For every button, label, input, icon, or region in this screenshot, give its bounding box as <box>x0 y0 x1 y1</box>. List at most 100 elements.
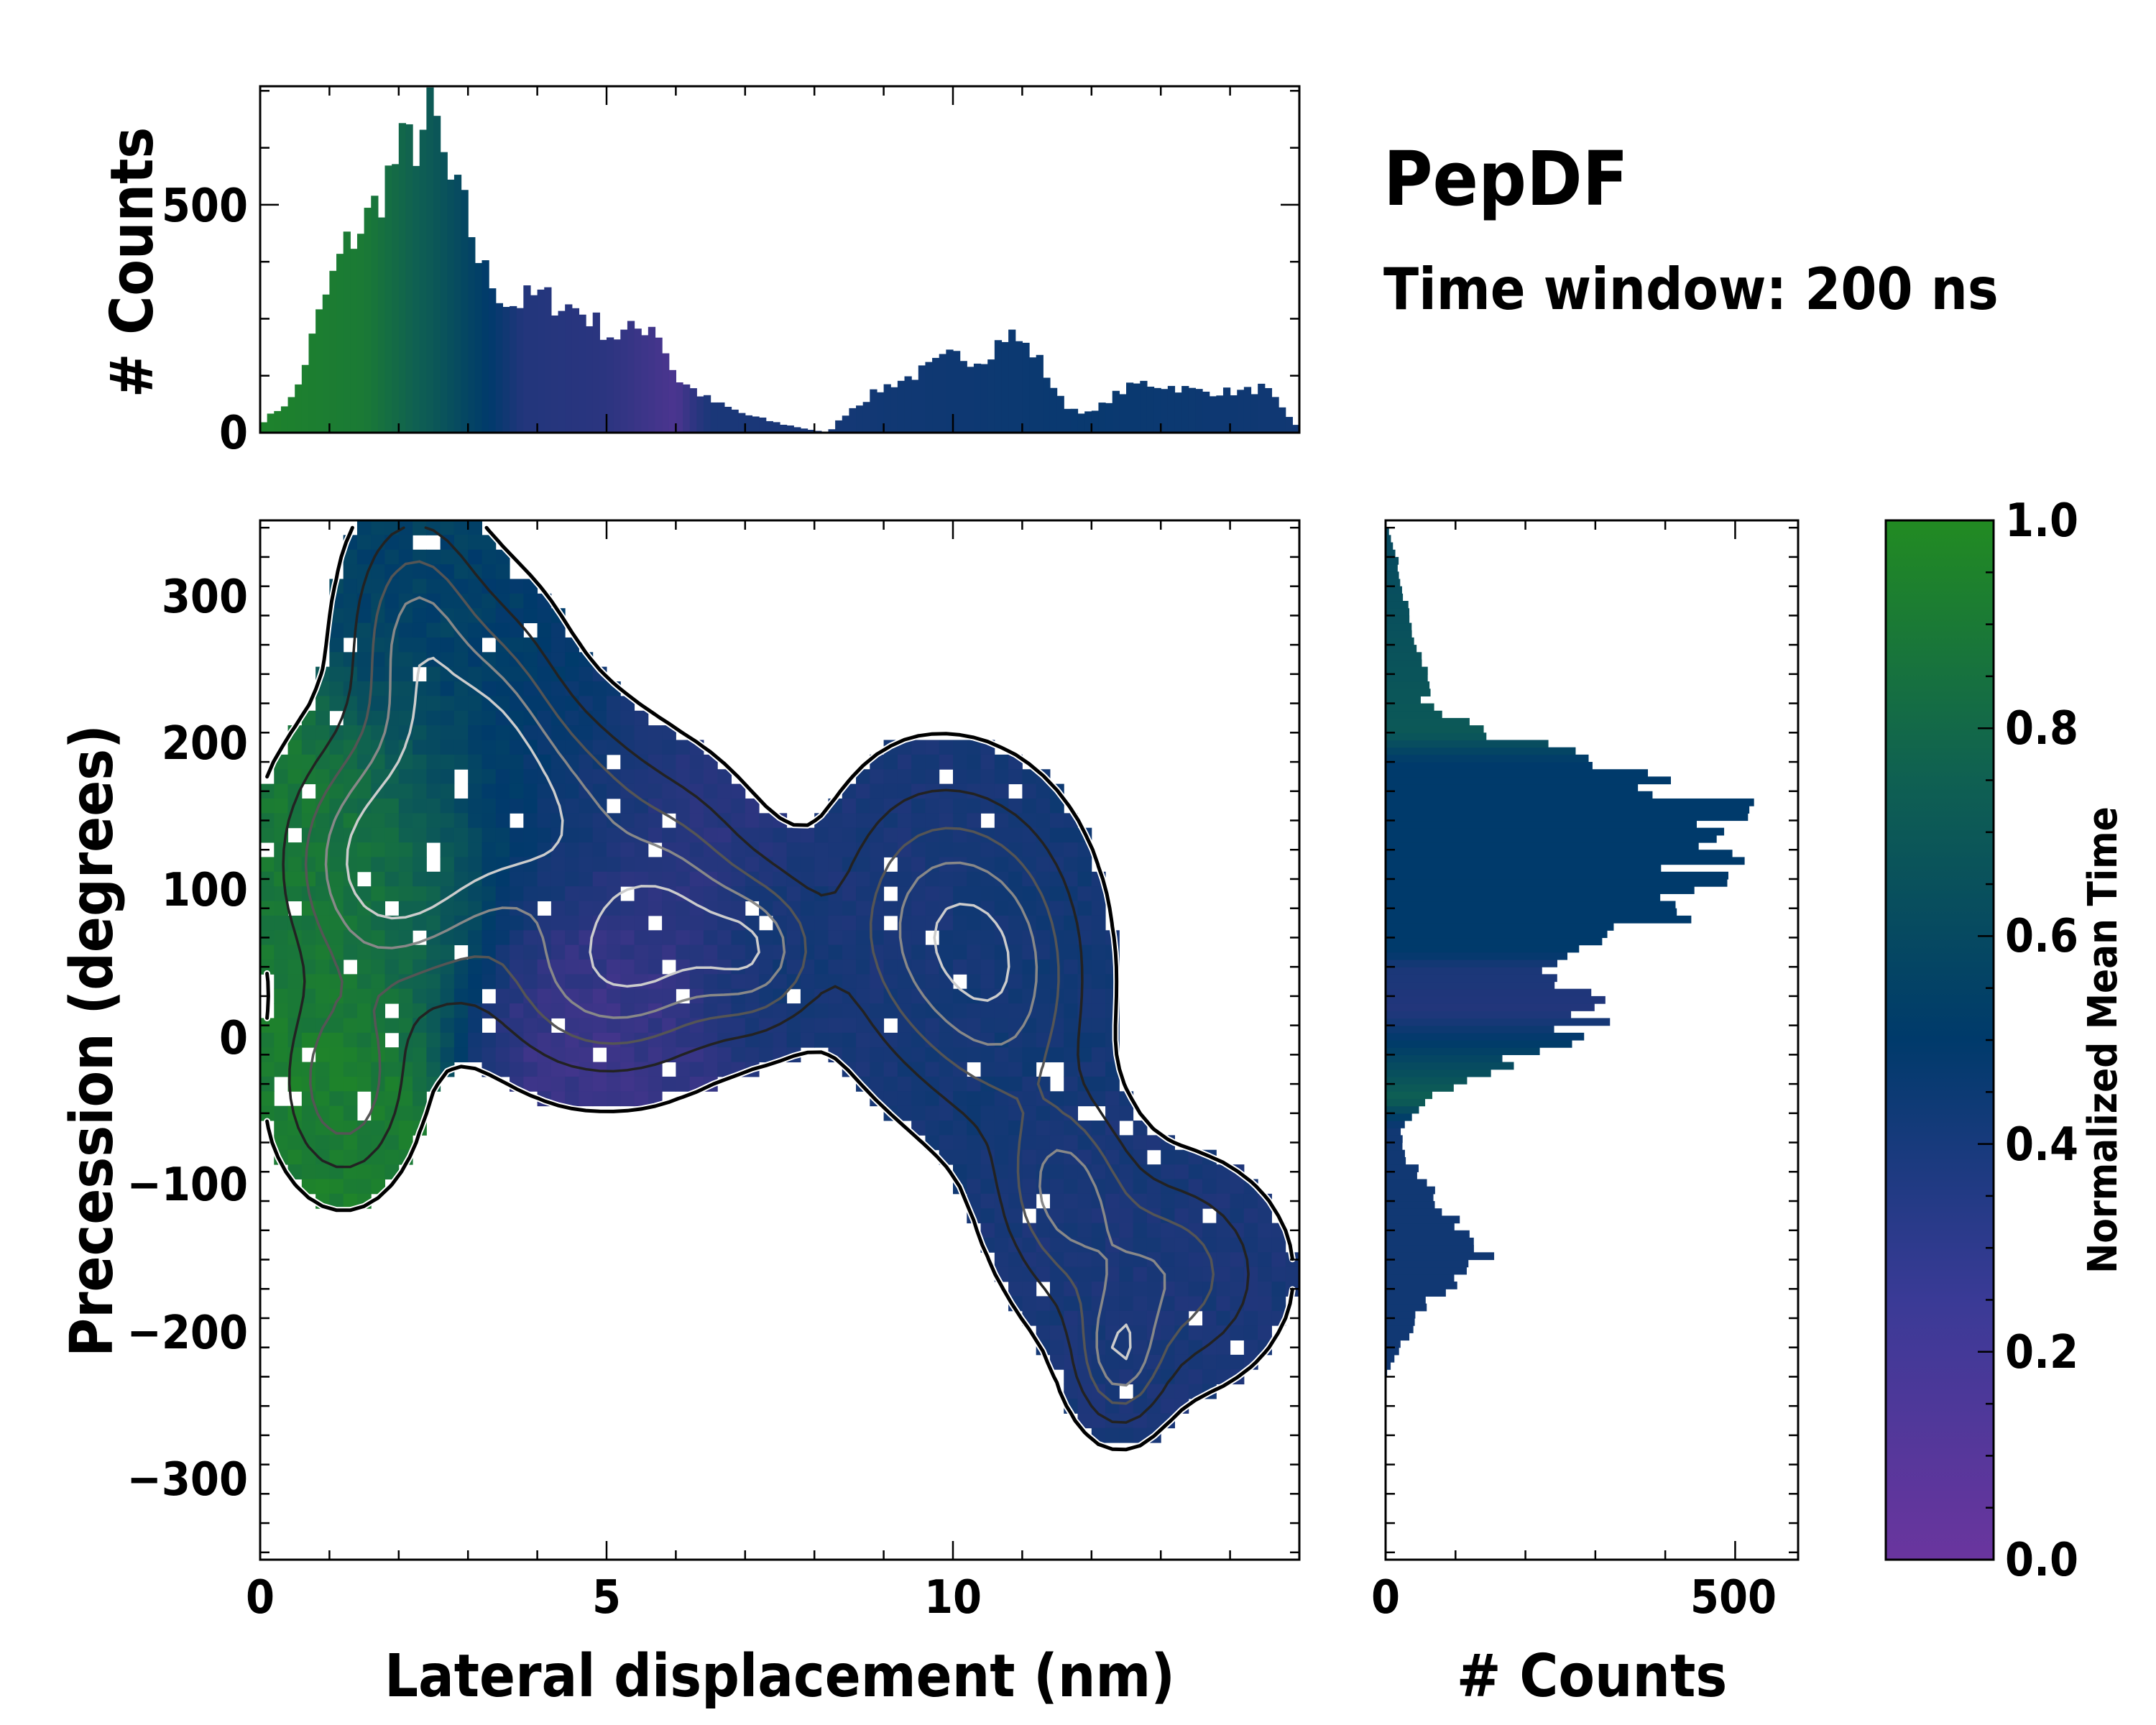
heatmap-cell <box>1064 827 1079 843</box>
heatmap-cell <box>453 842 469 857</box>
heatmap-cell <box>856 783 870 799</box>
figure-title: PepDF <box>1383 135 1628 223</box>
heatmap-cell <box>592 886 607 902</box>
heatmap-cell <box>994 1237 1009 1253</box>
heatmap-cell <box>856 842 870 857</box>
heatmap-cell <box>953 754 967 770</box>
heatmap-cell <box>870 842 885 857</box>
heatmap-cell <box>967 1121 982 1136</box>
heatmap-cell <box>287 1062 303 1077</box>
heatmap-cell <box>413 769 427 785</box>
heatmap-cell <box>648 901 663 916</box>
heatmap-cell <box>689 871 704 887</box>
heatmap-cell <box>371 1164 386 1179</box>
heatmap-cell <box>980 1105 995 1121</box>
heatmap-cell <box>662 930 676 946</box>
heatmap-cell <box>356 988 372 1004</box>
heatmap-cell <box>426 871 441 887</box>
heatmap-cell <box>315 1076 330 1092</box>
heatmap-cell <box>634 740 649 755</box>
heatmap-cell <box>426 783 441 799</box>
top-hist-bar <box>1036 354 1044 433</box>
heatmap-cell <box>1008 769 1023 785</box>
heatmap-cell <box>897 769 912 785</box>
heatmap-cell <box>550 901 566 916</box>
heatmap-cell <box>287 842 303 857</box>
heatmap-cell <box>468 696 482 712</box>
heatmap-cell <box>1022 1193 1037 1209</box>
heatmap-cell <box>301 915 316 931</box>
heatmap-cell <box>1008 959 1023 975</box>
heatmap-cell <box>967 1164 982 1179</box>
heatmap-cell <box>773 915 788 931</box>
heatmap-cell <box>939 1076 954 1092</box>
heatmap-cell <box>689 798 704 814</box>
top-hist-bar <box>260 422 268 433</box>
heatmap-cell <box>550 696 566 712</box>
heatmap-cell <box>440 886 455 902</box>
heatmap-cell <box>579 813 594 829</box>
heatmap-cell <box>356 974 372 990</box>
right-hist-bar <box>1386 769 1649 778</box>
heatmap-cell <box>620 725 635 740</box>
heatmap-cell <box>828 959 843 975</box>
right-hist-bar <box>1386 645 1417 653</box>
heatmap-cell <box>634 915 649 931</box>
heatmap-cell <box>1202 1369 1217 1385</box>
right-hist-bar <box>1386 652 1422 661</box>
heatmap-cell <box>1049 886 1064 902</box>
top-hist-bar <box>579 314 586 433</box>
heatmap-cell <box>287 1032 303 1048</box>
right-hist-bar <box>1386 1135 1403 1144</box>
heatmap-cell <box>398 871 413 887</box>
heatmap-cell <box>329 1032 344 1048</box>
right-hist-bar <box>1386 1354 1395 1363</box>
heatmap-cell <box>329 1179 344 1195</box>
heatmap-cell <box>994 1047 1009 1063</box>
heatmap-cell <box>329 652 344 668</box>
heatmap-cell <box>745 886 760 902</box>
heatmap-cell <box>717 1062 732 1077</box>
heatmap-cell <box>468 710 482 726</box>
top-hist-bar <box>676 382 683 433</box>
heatmap-cell <box>495 725 510 740</box>
right-hist-bar <box>1386 974 1557 983</box>
heatmap-cell <box>495 681 510 696</box>
top-ylabel: # Counts <box>98 127 167 398</box>
heatmap-cell <box>1091 1135 1106 1151</box>
heatmap-cell <box>537 813 552 829</box>
heatmap-cell <box>495 871 510 887</box>
colorbar: 0.0 0.2 0.4 0.6 0.8 1.0 Normalized Mean … <box>1884 494 2127 1587</box>
heatmap-cell <box>440 1032 455 1048</box>
heatmap-cell <box>870 1018 885 1034</box>
heatmap-cell <box>1077 1164 1092 1179</box>
top-hist-bar <box>953 351 961 433</box>
right-hist-bar <box>1386 1156 1406 1165</box>
heatmap-cell <box>620 871 635 887</box>
heatmap-cell <box>814 827 829 843</box>
heatmap-cell <box>911 857 926 873</box>
right-hist-bar <box>1386 1208 1442 1216</box>
heatmap-cell <box>579 681 594 696</box>
heatmap-cell <box>453 740 469 755</box>
heatmap-cell <box>1119 1310 1134 1326</box>
heatmap-cell <box>1146 1398 1161 1414</box>
heatmap-cell <box>482 842 497 857</box>
heatmap-cell <box>1091 1266 1106 1282</box>
heatmap-cell <box>980 1179 995 1195</box>
heatmap-cell <box>384 959 400 975</box>
heatmap-cell <box>440 681 455 696</box>
top-hist-bar <box>482 260 489 433</box>
heatmap-cell <box>731 944 746 960</box>
heatmap-cell <box>897 988 912 1004</box>
heatmap-cell <box>413 579 427 594</box>
heatmap-cell <box>579 1018 594 1034</box>
heatmap-cell <box>440 930 455 946</box>
heatmap-cell <box>453 754 469 770</box>
heatmap-cell <box>1049 1164 1064 1179</box>
heatmap-cell <box>426 1062 441 1077</box>
heatmap-cell <box>371 769 386 785</box>
heatmap-cell <box>413 608 427 624</box>
heatmap-cell <box>786 827 801 843</box>
heatmap-cell <box>800 871 815 887</box>
